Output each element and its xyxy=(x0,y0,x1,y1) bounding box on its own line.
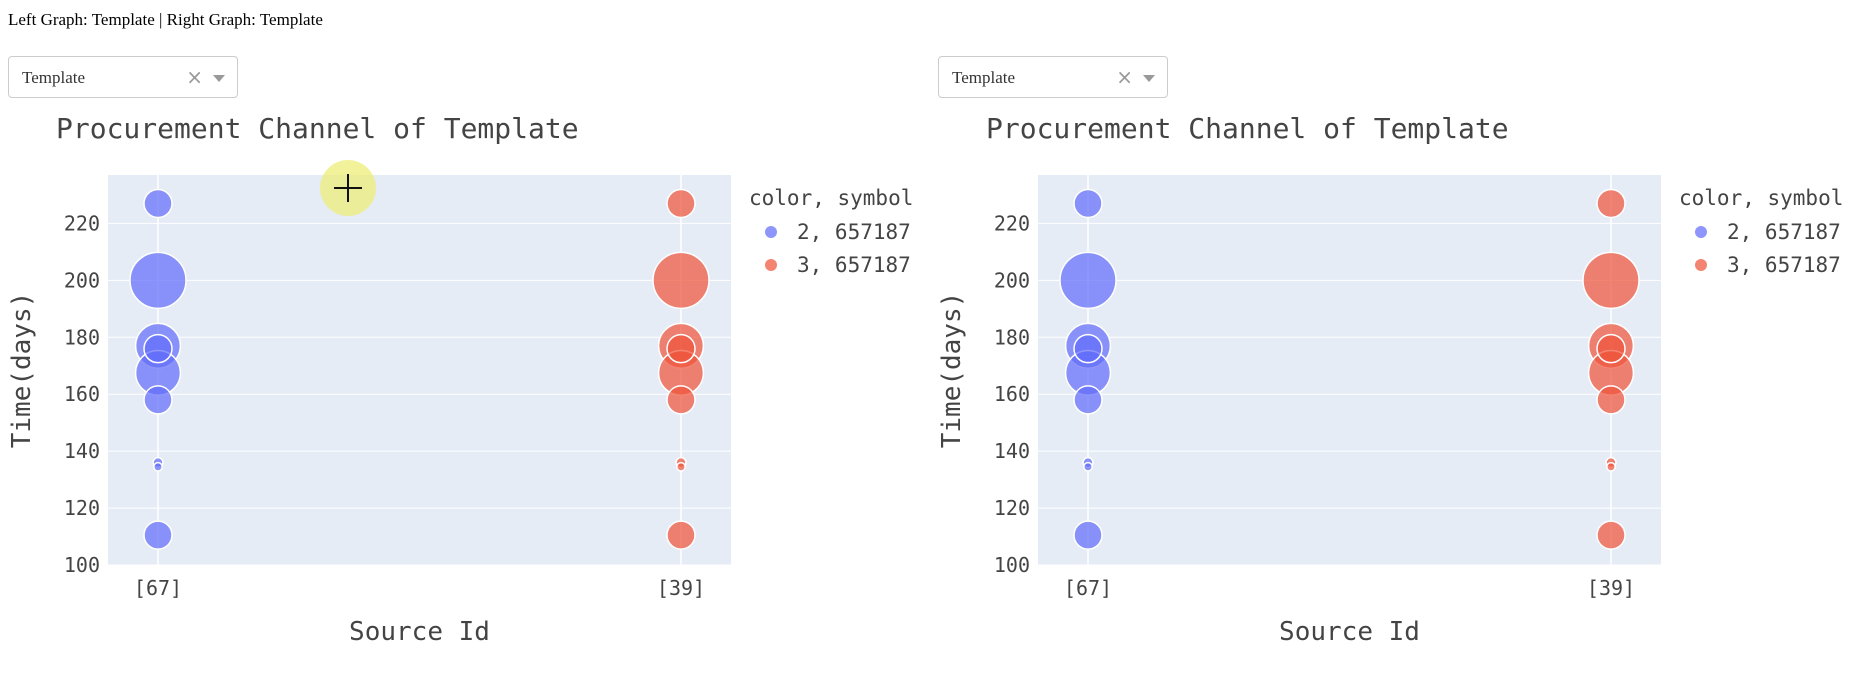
cursor-highlight xyxy=(320,160,376,216)
right-graph-value: Template xyxy=(259,10,323,29)
y-tick-label: 120 xyxy=(64,496,100,520)
x-axis-label: Source Id xyxy=(349,617,490,647)
data-point xyxy=(1582,251,1640,310)
left-graph-dropdown[interactable]: Template × xyxy=(8,56,238,98)
right-graph-prefix: Right Graph: xyxy=(166,10,256,29)
data-point xyxy=(1073,385,1103,415)
right-scatter-chart[interactable]: Procurement Channel of Template 100 120 140… xyxy=(930,105,1859,650)
data-point xyxy=(1596,188,1626,219)
data-point xyxy=(676,461,686,472)
y-tick-label: 100 xyxy=(994,553,1030,577)
legend-item: 3, 657187 xyxy=(1727,253,1841,277)
data-point xyxy=(143,385,173,415)
left-scatter-chart[interactable]: Procurement Channel of Template 100 120 140… xyxy=(0,105,929,650)
legend-title: color, symbol xyxy=(1679,186,1843,210)
x-tick-label: [67] xyxy=(1064,576,1112,600)
data-point xyxy=(1083,461,1093,472)
crosshair-icon xyxy=(347,174,349,202)
data-point xyxy=(1596,520,1626,550)
y-tick-label: 140 xyxy=(64,439,100,463)
data-point xyxy=(652,251,710,310)
legend-marker xyxy=(1695,259,1707,271)
legend-marker xyxy=(765,226,777,238)
data-point xyxy=(129,251,187,310)
legend-item: 2, 657187 xyxy=(1727,220,1841,244)
left-graph-value: Template xyxy=(91,10,155,29)
x-tick-label: [67] xyxy=(134,576,182,600)
x-tick-label: [39] xyxy=(1587,576,1635,600)
data-point xyxy=(1073,520,1103,550)
data-point xyxy=(1596,385,1626,415)
clear-icon[interactable]: × xyxy=(186,65,203,89)
chevron-down-icon[interactable] xyxy=(213,75,225,82)
y-tick-label: 180 xyxy=(994,325,1030,349)
y-tick-label: 160 xyxy=(64,382,100,406)
clear-icon[interactable]: × xyxy=(1116,65,1133,89)
data-point xyxy=(1073,333,1103,364)
data-point xyxy=(143,333,173,364)
y-axis-label: Time(days) xyxy=(7,292,37,449)
y-tick-label: 120 xyxy=(994,496,1030,520)
data-point xyxy=(1596,333,1626,364)
data-point xyxy=(143,520,173,550)
data-point xyxy=(1059,251,1117,310)
plot-area xyxy=(108,175,731,565)
data-point xyxy=(1606,461,1616,472)
right-dropdown-value: Template xyxy=(952,68,1016,87)
legend-marker xyxy=(1695,226,1707,238)
chart-title: Procurement Channel of Template xyxy=(986,112,1509,145)
y-tick-label: 200 xyxy=(64,268,100,292)
legend-item: 3, 657187 xyxy=(797,253,911,277)
chevron-down-icon[interactable] xyxy=(1143,75,1155,82)
y-tick-label: 220 xyxy=(64,211,100,235)
x-tick-label: [39] xyxy=(657,576,705,600)
y-tick-label: 200 xyxy=(994,268,1030,292)
data-point xyxy=(666,520,696,550)
chart-title: Procurement Channel of Template xyxy=(56,112,579,145)
left-graph-prefix: Left Graph: xyxy=(8,10,88,29)
y-tick-label: 180 xyxy=(64,325,100,349)
right-graph-dropdown[interactable]: Template × xyxy=(938,56,1168,98)
summary-separator: | xyxy=(159,10,163,29)
y-tick-label: 140 xyxy=(994,439,1030,463)
data-point xyxy=(1073,188,1103,219)
data-point xyxy=(143,188,173,219)
plot-area xyxy=(1038,175,1661,565)
x-axis-label: Source Id xyxy=(1279,617,1420,647)
graph-selection-summary: Left Graph: Template | Right Graph: Temp… xyxy=(8,10,323,30)
y-tick-label: 160 xyxy=(994,382,1030,406)
y-tick-label: 100 xyxy=(64,553,100,577)
legend-item: 2, 657187 xyxy=(797,220,911,244)
y-axis-label: Time(days) xyxy=(937,292,967,449)
data-point xyxy=(153,461,163,472)
legend-title: color, symbol xyxy=(749,186,913,210)
data-point xyxy=(666,333,696,364)
y-tick-label: 220 xyxy=(994,211,1030,235)
legend-marker xyxy=(765,259,777,271)
data-point xyxy=(666,385,696,415)
left-dropdown-value: Template xyxy=(22,68,86,87)
data-point xyxy=(666,188,696,219)
